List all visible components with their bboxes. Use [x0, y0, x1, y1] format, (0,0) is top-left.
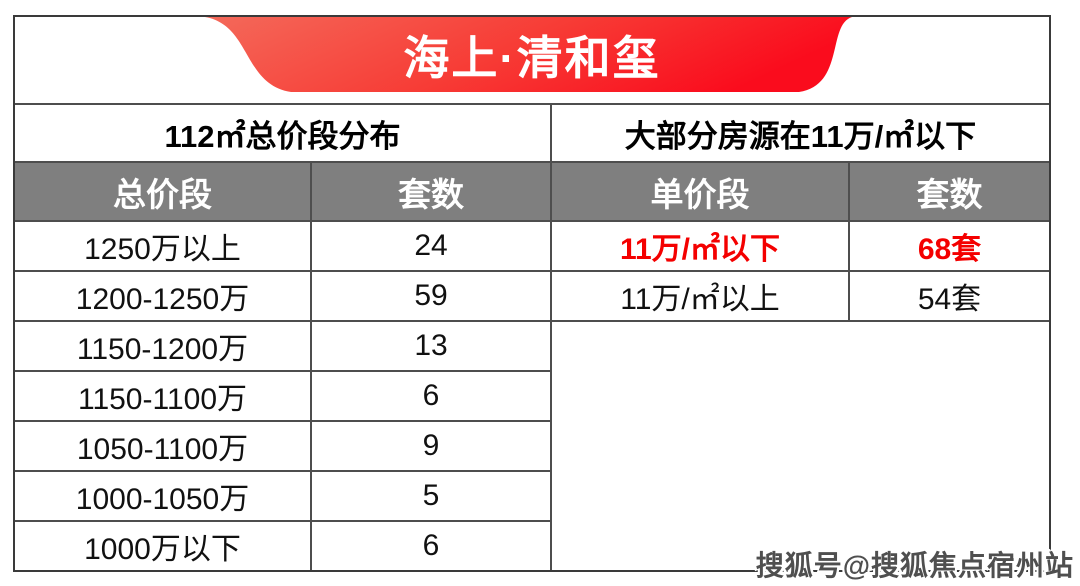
- table-row-count: 6: [312, 372, 550, 420]
- banner-row: 海上·清和玺: [15, 17, 1049, 103]
- table-row-count: 59: [312, 272, 550, 320]
- table-row-unit-price: 11万/㎡以上: [552, 272, 848, 320]
- table-row-price: 1150-1200万: [15, 322, 310, 370]
- table-row-count: 13: [312, 322, 550, 370]
- table-row-unit-price-highlight: 11万/㎡以下: [552, 222, 848, 270]
- table-row-count: 5: [312, 472, 550, 520]
- table-row-price: 1250万以上: [15, 222, 310, 270]
- left-col-header-price-range: 总价段: [15, 163, 310, 220]
- right-col-header-unit-price: 单价段: [552, 163, 848, 220]
- left-section-title: 112㎡总价段分布: [15, 105, 550, 161]
- left-col-header-unit-count: 套数: [312, 163, 550, 220]
- table-row-price: 1200-1250万: [15, 272, 310, 320]
- sohu-watermark: 搜狐号@搜狐焦点宿州站: [755, 550, 1074, 581]
- data-table: 海上·清和玺 112㎡总价段分布 大部分房源在11万/㎡以下 总价段 套数 单价…: [13, 15, 1051, 572]
- red-ribbon-shape: [205, 17, 852, 92]
- table-row-price: 1000万以下: [15, 522, 310, 570]
- empty-region: [552, 322, 1049, 570]
- table-row-count: 6: [312, 522, 550, 570]
- table-row-price: 1000-1050万: [15, 472, 310, 520]
- table-row-price: 1150-1100万: [15, 372, 310, 420]
- right-section-title: 大部分房源在11万/㎡以下: [552, 105, 1049, 161]
- table-row-price: 1050-1100万: [15, 422, 310, 470]
- project-title: 海上·清和玺: [403, 31, 661, 84]
- table-row-unit-count: 54套: [850, 272, 1049, 320]
- table-row-unit-count-highlight: 68套: [850, 222, 1049, 270]
- table-row-count: 24: [312, 222, 550, 270]
- right-col-header-unit-count: 套数: [850, 163, 1049, 220]
- table-row-count: 9: [312, 422, 550, 470]
